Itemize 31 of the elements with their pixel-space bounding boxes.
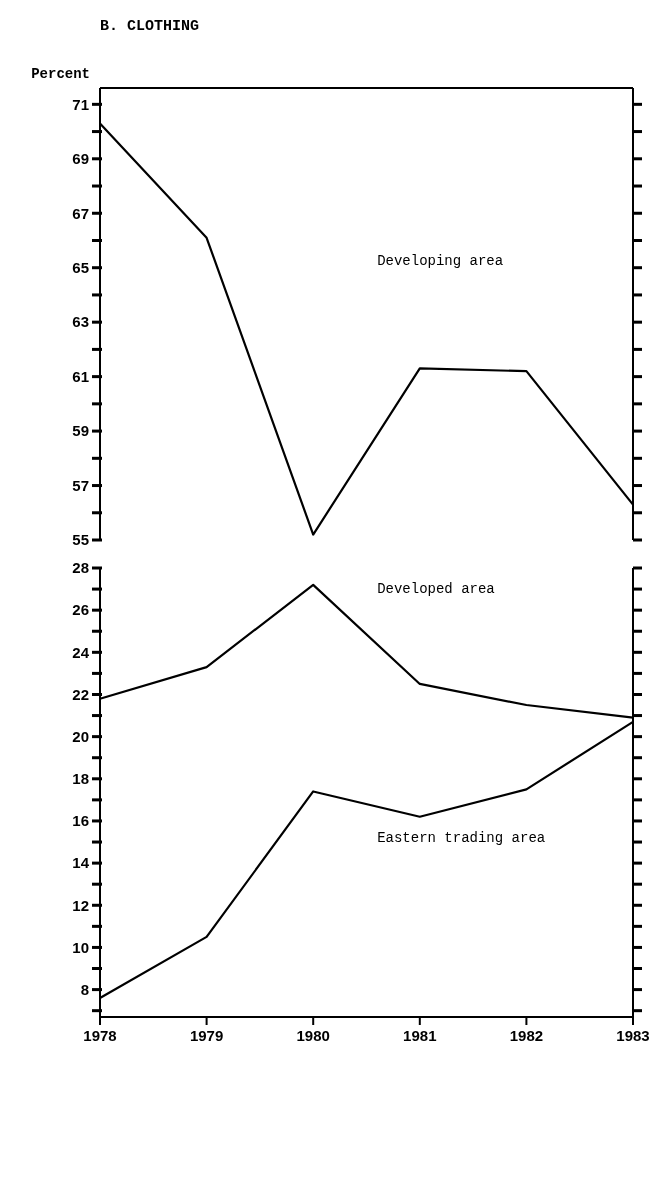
y-tick-label: 71: [72, 95, 89, 113]
y-tick-label: 18: [72, 770, 89, 788]
series-label: Eastern trading area: [377, 830, 546, 847]
x-tick-label: 1980: [296, 1027, 330, 1044]
y-tick-label: 67: [72, 204, 89, 222]
y-axis-title: Percent: [31, 66, 90, 82]
y-tick-label: 14: [72, 854, 90, 872]
text: Developing area: [377, 252, 504, 269]
text: Developed area: [377, 581, 495, 598]
y-tick-label: 59: [72, 422, 89, 440]
y-tick-label: 22: [72, 685, 89, 703]
chart-title: B. CLOTHING: [100, 18, 200, 35]
y-tick-label: 24: [72, 643, 90, 661]
y-tick-label: 8: [80, 980, 89, 998]
x-tick-label: 1979: [189, 1027, 224, 1044]
y-tick-label: 63: [72, 313, 89, 331]
y-tick-label: 16: [72, 812, 89, 830]
y-tick-label: 28: [72, 559, 89, 577]
y-tick-label: 20: [72, 727, 89, 745]
y-tick-label: 65: [72, 258, 89, 276]
y-tick-label: 61: [72, 367, 89, 385]
x-tick-label: 1981: [403, 1027, 437, 1044]
y-tick-label: 10: [72, 938, 89, 956]
x-tick-label: 1982: [509, 1027, 544, 1044]
y-tick-label: 12: [72, 896, 89, 914]
y-tick-label: 26: [72, 601, 89, 619]
y-tick-label: 69: [72, 150, 89, 168]
x-tick-label: 1978: [83, 1027, 117, 1044]
y-tick-label: 57: [72, 476, 89, 494]
x-tick-label: 1983: [616, 1027, 650, 1044]
y-tick-label: 55: [72, 531, 89, 549]
